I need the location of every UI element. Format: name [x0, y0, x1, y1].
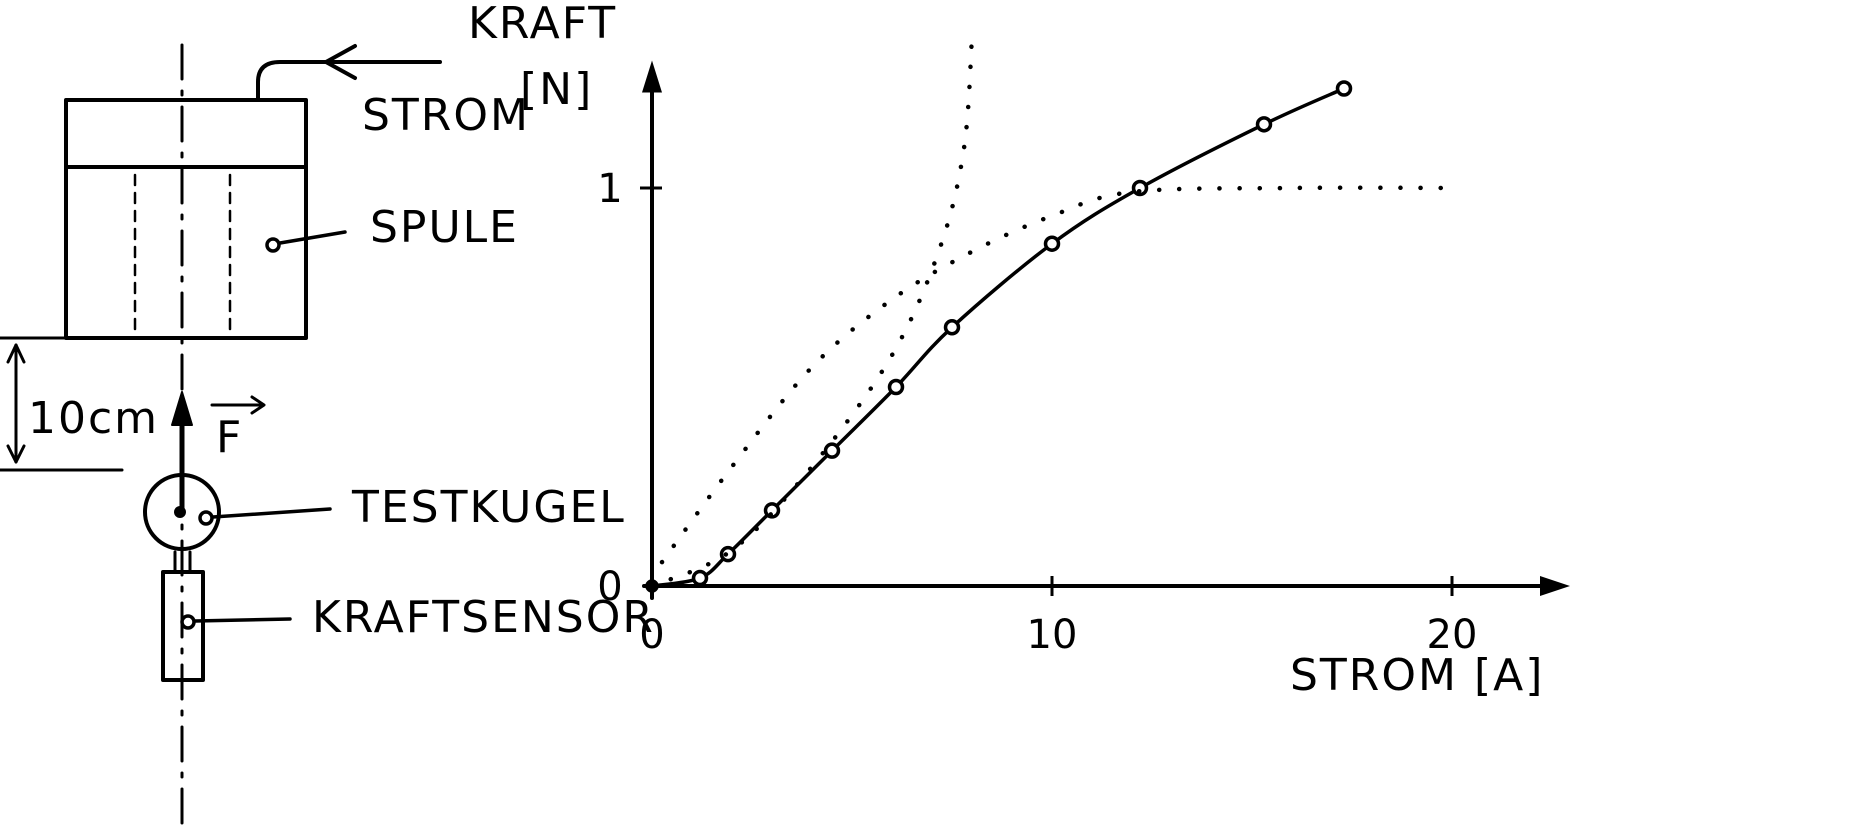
x-tick-label: 0 — [639, 612, 664, 658]
coil-body — [64, 98, 308, 340]
sphere-pointer-line — [211, 507, 332, 519]
apparatus-sketch — [0, 43, 442, 827]
dimension-arrow-up-icon — [6, 343, 26, 364]
y-tick-label: 0 — [597, 564, 622, 610]
test-sphere-label: TESTKUGEL — [351, 482, 626, 533]
current-label: STROM — [362, 90, 530, 141]
force-vector-label: F — [216, 412, 243, 463]
measured-curve — [650, 86, 1346, 588]
data-point — [1043, 235, 1061, 252]
x-axis-arrow-icon — [1540, 576, 1570, 596]
sphere-marker — [198, 510, 214, 526]
coil-pointer-line — [278, 230, 347, 245]
data-point — [691, 569, 709, 587]
force-sensor-body — [161, 570, 205, 682]
current-lead-wire — [256, 60, 442, 102]
y-axis-label-quantity: KRAFT — [468, 0, 617, 49]
vector-bar-arrowhead-icon — [250, 395, 266, 415]
force-sensor-label: KRAFTSENSOR — [312, 592, 655, 643]
data-point — [943, 319, 961, 336]
y-axis-label-unit: [N] — [520, 64, 593, 115]
coil-label: SPULE — [370, 202, 519, 253]
coil-marker — [265, 237, 281, 253]
data-point — [823, 442, 841, 459]
current-arrow-icon — [324, 44, 357, 80]
dimension-arrow-down-icon — [6, 444, 26, 464]
force-vs-current-chart: 0 10 20 0 1 KRAFT [N] STROM [A] — [468, 0, 1570, 701]
sensor-marker — [180, 614, 196, 630]
data-point — [887, 378, 905, 396]
data-point — [1335, 80, 1353, 97]
x-axis-label: STROM [A] — [1290, 650, 1544, 701]
chart-series — [645, 34, 1463, 593]
dotted-curve — [659, 185, 1463, 565]
sphere-center-dot — [174, 506, 186, 518]
data-point — [1255, 116, 1273, 133]
sensor-pointer-line — [193, 617, 292, 623]
x-tick-label: 20 — [1427, 612, 1478, 658]
axis-ticks: 0 10 20 0 1 — [597, 166, 1477, 658]
chart-axes — [642, 82, 1554, 600]
y-tick-label: 1 — [597, 166, 622, 212]
distance-label: 10cm — [28, 393, 159, 444]
dotted-curve — [649, 34, 975, 589]
test-sphere — [143, 473, 221, 551]
x-tick-label: 10 — [1027, 612, 1078, 658]
force-arrow-icon[interactable] — [171, 391, 193, 426]
y-axis-arrow-icon — [642, 60, 662, 93]
